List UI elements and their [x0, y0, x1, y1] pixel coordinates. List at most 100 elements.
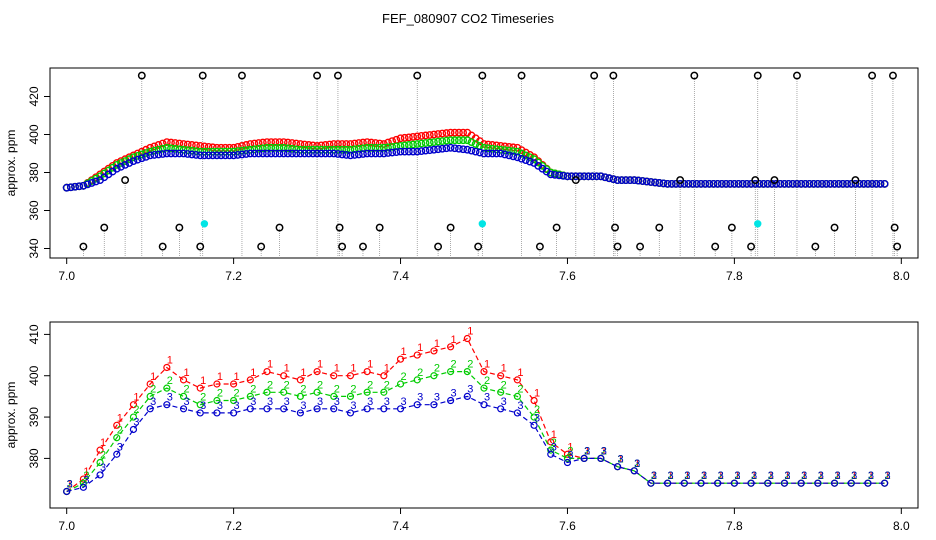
series-1-point	[187, 141, 196, 149]
series-3-point	[743, 179, 751, 188]
series-3-point	[371, 149, 380, 158]
series-3-point	[279, 149, 288, 158]
top-x-tick-label: 7.4	[392, 269, 409, 283]
series-3-point	[759, 179, 768, 188]
series-2-label: 2	[417, 367, 423, 379]
series-2-point	[563, 454, 572, 462]
outlier-point	[158, 242, 167, 251]
series-2-point	[438, 137, 447, 146]
series-1-point	[442, 129, 451, 137]
outlier-point	[590, 71, 599, 80]
series-2-point	[421, 139, 430, 147]
series-2-point	[146, 392, 154, 400]
series-3-point	[830, 479, 839, 487]
series-1-point	[275, 138, 284, 147]
series-3-point	[555, 171, 564, 180]
outlier-point	[375, 223, 384, 232]
series-3-point	[62, 183, 71, 192]
series-2-point	[246, 392, 254, 400]
series-1-line	[66, 337, 885, 492]
series-3-point	[204, 151, 213, 160]
series-1-point	[321, 141, 330, 149]
series-3-point	[709, 179, 718, 188]
series-3-point	[713, 179, 722, 188]
series-2-label: 2	[751, 470, 757, 482]
series-1-point	[384, 138, 392, 147]
series-3-point	[605, 174, 614, 183]
series-2-point	[354, 144, 363, 153]
series-3-point	[92, 177, 100, 186]
series-2-label: 2	[183, 383, 189, 395]
series-3-point	[580, 172, 589, 181]
outlier-point	[727, 223, 736, 232]
series-1-point	[192, 141, 200, 150]
series-1-point	[547, 438, 555, 446]
outlier-point	[335, 223, 344, 232]
series-3-label: 3	[734, 470, 740, 482]
series-3-point	[388, 148, 397, 157]
series-1-label: 1	[517, 367, 523, 379]
series-3-point	[751, 179, 760, 188]
series-3-point	[551, 170, 559, 179]
series-3-point	[63, 487, 71, 496]
series-3-point	[596, 172, 605, 181]
series-3-label: 3	[133, 416, 139, 428]
top-y-tick-label: 340	[27, 238, 41, 258]
series-1-label: 1	[250, 367, 256, 379]
series-2-point	[200, 147, 209, 156]
series-1-point	[380, 372, 388, 380]
bottom-x-tick-label: 8.0	[893, 519, 910, 533]
top-y-tick-label: 420	[27, 86, 41, 106]
series-3-point	[638, 177, 647, 185]
series-3-point	[183, 150, 192, 158]
series-1-point	[113, 421, 121, 429]
series-3-point	[630, 467, 638, 475]
outlier-point	[571, 176, 580, 185]
series-1-point	[363, 138, 372, 147]
series-2-point	[496, 145, 505, 154]
series-1-label: 1	[617, 454, 623, 466]
series-2-label: 2	[451, 359, 457, 371]
series-2-point	[484, 144, 493, 153]
outlier-point	[793, 71, 801, 80]
series-1-point	[309, 141, 317, 150]
series-3-point	[367, 149, 376, 158]
series-3-point	[271, 149, 280, 158]
series-1-point	[430, 347, 438, 355]
series-2-label: 2	[384, 379, 390, 391]
bottom-x-tick-label: 7.2	[225, 519, 242, 533]
series-2-point	[396, 380, 405, 388]
series-3-point	[129, 425, 138, 434]
series-1-label: 1	[484, 359, 490, 371]
series-2-label: 2	[167, 375, 173, 387]
series-3-point	[471, 147, 480, 156]
series-3-label: 3	[334, 396, 340, 408]
series-3-point	[292, 149, 301, 158]
series-3-point	[421, 146, 430, 155]
series-3-point	[697, 179, 705, 188]
series-3-label: 3	[350, 400, 356, 412]
series-3-point	[843, 179, 851, 188]
series-3-point	[409, 147, 417, 156]
series-1-label: 1	[434, 338, 440, 350]
series-3-point	[805, 179, 814, 188]
series-2-label: 2	[300, 383, 306, 395]
series-3-label: 3	[250, 396, 256, 408]
series-2-label: 2	[567, 445, 573, 457]
series-3-point	[571, 172, 580, 181]
outlier-point	[851, 176, 860, 185]
series-3-point	[692, 179, 701, 188]
series-3-point	[818, 179, 826, 188]
series-3-point	[517, 154, 526, 163]
series-3-label: 3	[384, 396, 390, 408]
series-1-point	[230, 380, 238, 388]
series-2-point	[430, 138, 438, 147]
series-3-point	[859, 179, 868, 188]
series-2-label: 2	[100, 450, 106, 462]
series-3-point	[617, 176, 626, 185]
series-3-point	[492, 149, 501, 158]
series-3-point	[822, 179, 831, 188]
series-1-point	[179, 140, 188, 148]
series-1-point	[463, 334, 471, 343]
series-2-point	[459, 136, 468, 145]
